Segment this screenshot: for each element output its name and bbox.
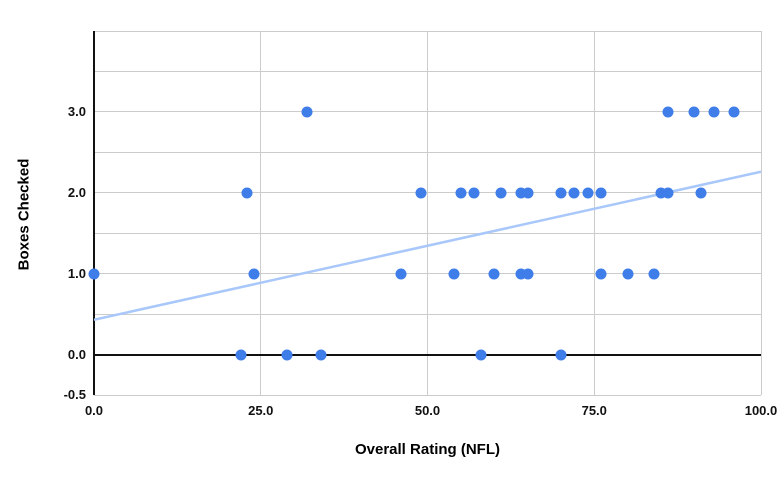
data-point[interactable] — [301, 106, 313, 118]
data-point[interactable] — [475, 349, 487, 361]
data-point[interactable] — [522, 268, 534, 280]
plot-area — [88, 30, 762, 396]
y-tick-label: 2.0 — [67, 184, 86, 200]
x-tick-label: 50.0 — [414, 403, 441, 418]
y-tick-label: -0.5 — [63, 387, 86, 402]
data-point[interactable] — [281, 349, 293, 361]
data-point[interactable] — [555, 187, 567, 199]
data-point[interactable] — [248, 268, 260, 280]
x-tick-label: 100.0 — [744, 403, 778, 418]
data-point[interactable] — [488, 268, 500, 280]
data-point[interactable] — [648, 268, 660, 280]
v-gridline — [260, 31, 262, 395]
data-point[interactable] — [688, 106, 700, 118]
data-point[interactable] — [235, 349, 247, 361]
data-point[interactable] — [415, 187, 427, 199]
y-axis-line — [93, 31, 95, 395]
x-tick-label: 25.0 — [248, 403, 274, 418]
y-tick-label: 0.0 — [67, 346, 86, 362]
data-point[interactable] — [241, 187, 253, 199]
data-point[interactable] — [695, 187, 707, 199]
data-point[interactable] — [455, 187, 467, 199]
x-axis-title: Overall Rating (NFL) — [354, 441, 500, 458]
data-point[interactable] — [395, 268, 407, 280]
x-tick-label: 75.0 — [581, 403, 607, 418]
data-point[interactable] — [522, 187, 534, 199]
data-point[interactable] — [655, 187, 667, 199]
data-point[interactable] — [595, 268, 607, 280]
v-gridline — [593, 31, 595, 395]
data-point[interactable] — [515, 187, 527, 199]
data-point[interactable] — [515, 268, 527, 280]
h-gridline — [94, 394, 761, 396]
v-gridline — [427, 31, 428, 395]
data-point[interactable] — [662, 187, 674, 199]
data-point[interactable] — [88, 268, 100, 280]
data-point[interactable] — [595, 187, 607, 199]
data-point[interactable] — [568, 187, 580, 199]
y-tick-label: 3.0 — [67, 103, 86, 119]
data-point[interactable] — [448, 268, 460, 280]
x-axis-line — [94, 353, 761, 356]
data-point[interactable] — [582, 187, 594, 199]
x-tick-label: 0.0 — [84, 403, 104, 418]
data-point[interactable] — [495, 187, 507, 199]
data-point[interactable] — [555, 349, 567, 361]
data-point[interactable] — [728, 106, 740, 118]
v-gridline — [760, 31, 762, 395]
data-point[interactable] — [622, 268, 634, 280]
data-point[interactable] — [468, 187, 480, 199]
data-point[interactable] — [662, 106, 674, 118]
data-point[interactable] — [315, 349, 327, 361]
y-tick-label: 1.0 — [67, 265, 86, 281]
data-point[interactable] — [708, 106, 720, 118]
y-axis-title: Boxes Checked — [15, 158, 33, 271]
